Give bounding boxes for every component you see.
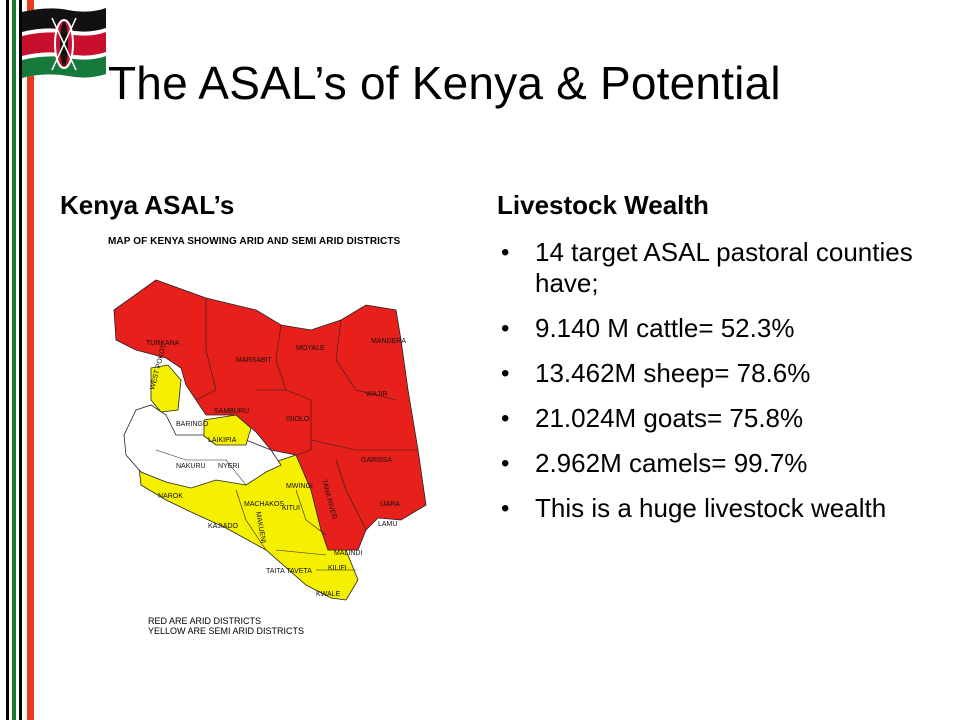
bullet-item: • 9.140 M cattle= 52.3% bbox=[497, 313, 937, 344]
bullet-dot-icon: • bbox=[501, 405, 510, 432]
map-label-kajiado: KAJIADO bbox=[208, 523, 239, 530]
map-region-arid bbox=[113, 279, 427, 551]
bullet-text: 21.024M goats= 75.8% bbox=[535, 403, 804, 433]
map-region-highlands bbox=[123, 404, 282, 489]
bullet-item: • This is a huge livestock wealth bbox=[497, 493, 937, 524]
bullet-text: 13.462M sheep= 78.6% bbox=[535, 358, 811, 388]
map-label-wajir: WAJIR bbox=[366, 391, 388, 398]
map-label-mandera: MANDERA bbox=[371, 338, 406, 345]
right-column-heading: Livestock Wealth bbox=[497, 190, 709, 220]
map-legend-semi-arid: YELLOW ARE SEMI ARID DISTRICTS bbox=[148, 626, 305, 636]
bullet-text: 14 target ASAL pastoral counties have; bbox=[535, 237, 913, 298]
bullet-item: • 21.024M goats= 75.8% bbox=[497, 403, 937, 434]
bullet-item: • 2.962M camels= 99.7% bbox=[497, 448, 937, 479]
map-label-kitui: KITUI bbox=[282, 505, 300, 512]
map-region-west-pokot bbox=[150, 364, 182, 413]
map-label-mwingi: MWINGI bbox=[286, 483, 313, 490]
map-label-garissa: GARISSA bbox=[361, 457, 392, 464]
bullet-dot-icon: • bbox=[501, 315, 510, 342]
map-label-taita-taveta: TAITA TAVETA bbox=[266, 568, 312, 575]
map-title: MAP OF KENYA SHOWING ARID AND SEMI ARID … bbox=[108, 236, 401, 247]
kenya-asal-map: TURKANA MARSABIT MOYALE MANDERA WAJIR WE… bbox=[113, 279, 427, 601]
map-label-baringo: BARINGO bbox=[176, 421, 209, 428]
map-label-kwale: KWALE bbox=[316, 591, 341, 598]
bullet-item: • 14 target ASAL pastoral counties have; bbox=[497, 237, 937, 299]
map-label-lamu: LAMU bbox=[378, 521, 397, 528]
map-label-kilifi: KILIFI bbox=[328, 565, 347, 572]
map-legend-arid: RED ARE ARID DISTRICTS bbox=[148, 616, 262, 626]
bullet-text: 2.962M camels= 99.7% bbox=[535, 448, 808, 478]
bullet-text: 9.140 M cattle= 52.3% bbox=[535, 313, 795, 343]
map-label-turkana: TURKANA bbox=[146, 340, 180, 347]
bullet-dot-icon: • bbox=[501, 239, 510, 266]
bullet-dot-icon: • bbox=[501, 450, 510, 477]
decorative-stripe-black-2 bbox=[19, 0, 22, 720]
map-label-nakuru: NAKURU bbox=[176, 463, 206, 470]
map-label-isiolo: ISIOLO bbox=[286, 416, 310, 423]
map-district-borders bbox=[155, 298, 418, 571]
map-label-marsabit: MARSABIT bbox=[236, 357, 273, 364]
map-label-malindi: MALINDI bbox=[334, 550, 362, 557]
map-label-moyale: MOYALE bbox=[296, 345, 325, 352]
map-legend: RED ARE ARID DISTRICTS YELLOW ARE SEMI A… bbox=[148, 616, 304, 636]
slide-title: The ASAL’s of Kenya & Potential bbox=[108, 57, 781, 109]
livestock-bullet-list: • 14 target ASAL pastoral counties have; … bbox=[497, 237, 937, 538]
map-label-laikipia: LAIKIPIA bbox=[208, 437, 237, 444]
bullet-dot-icon: • bbox=[501, 360, 510, 387]
bullet-dot-icon: • bbox=[501, 495, 510, 522]
map-label-narok: NAROK bbox=[158, 493, 183, 500]
kenya-flag-icon bbox=[22, 8, 106, 78]
bullet-item: • 13.462M sheep= 78.6% bbox=[497, 358, 937, 389]
map-label-machakos: MACHAKOS bbox=[244, 501, 284, 508]
map-label-nyeri: NYERI bbox=[218, 463, 239, 470]
bullet-text: This is a huge livestock wealth bbox=[535, 493, 887, 523]
decorative-stripe-black bbox=[6, 0, 9, 720]
decorative-stripe-green bbox=[12, 0, 16, 720]
map-label-ijara: IJARA bbox=[380, 501, 400, 508]
left-column-heading: Kenya ASAL’s bbox=[60, 190, 235, 220]
decorative-stripe-red bbox=[27, 0, 34, 720]
map-label-samburu: SAMBURU bbox=[214, 408, 249, 415]
